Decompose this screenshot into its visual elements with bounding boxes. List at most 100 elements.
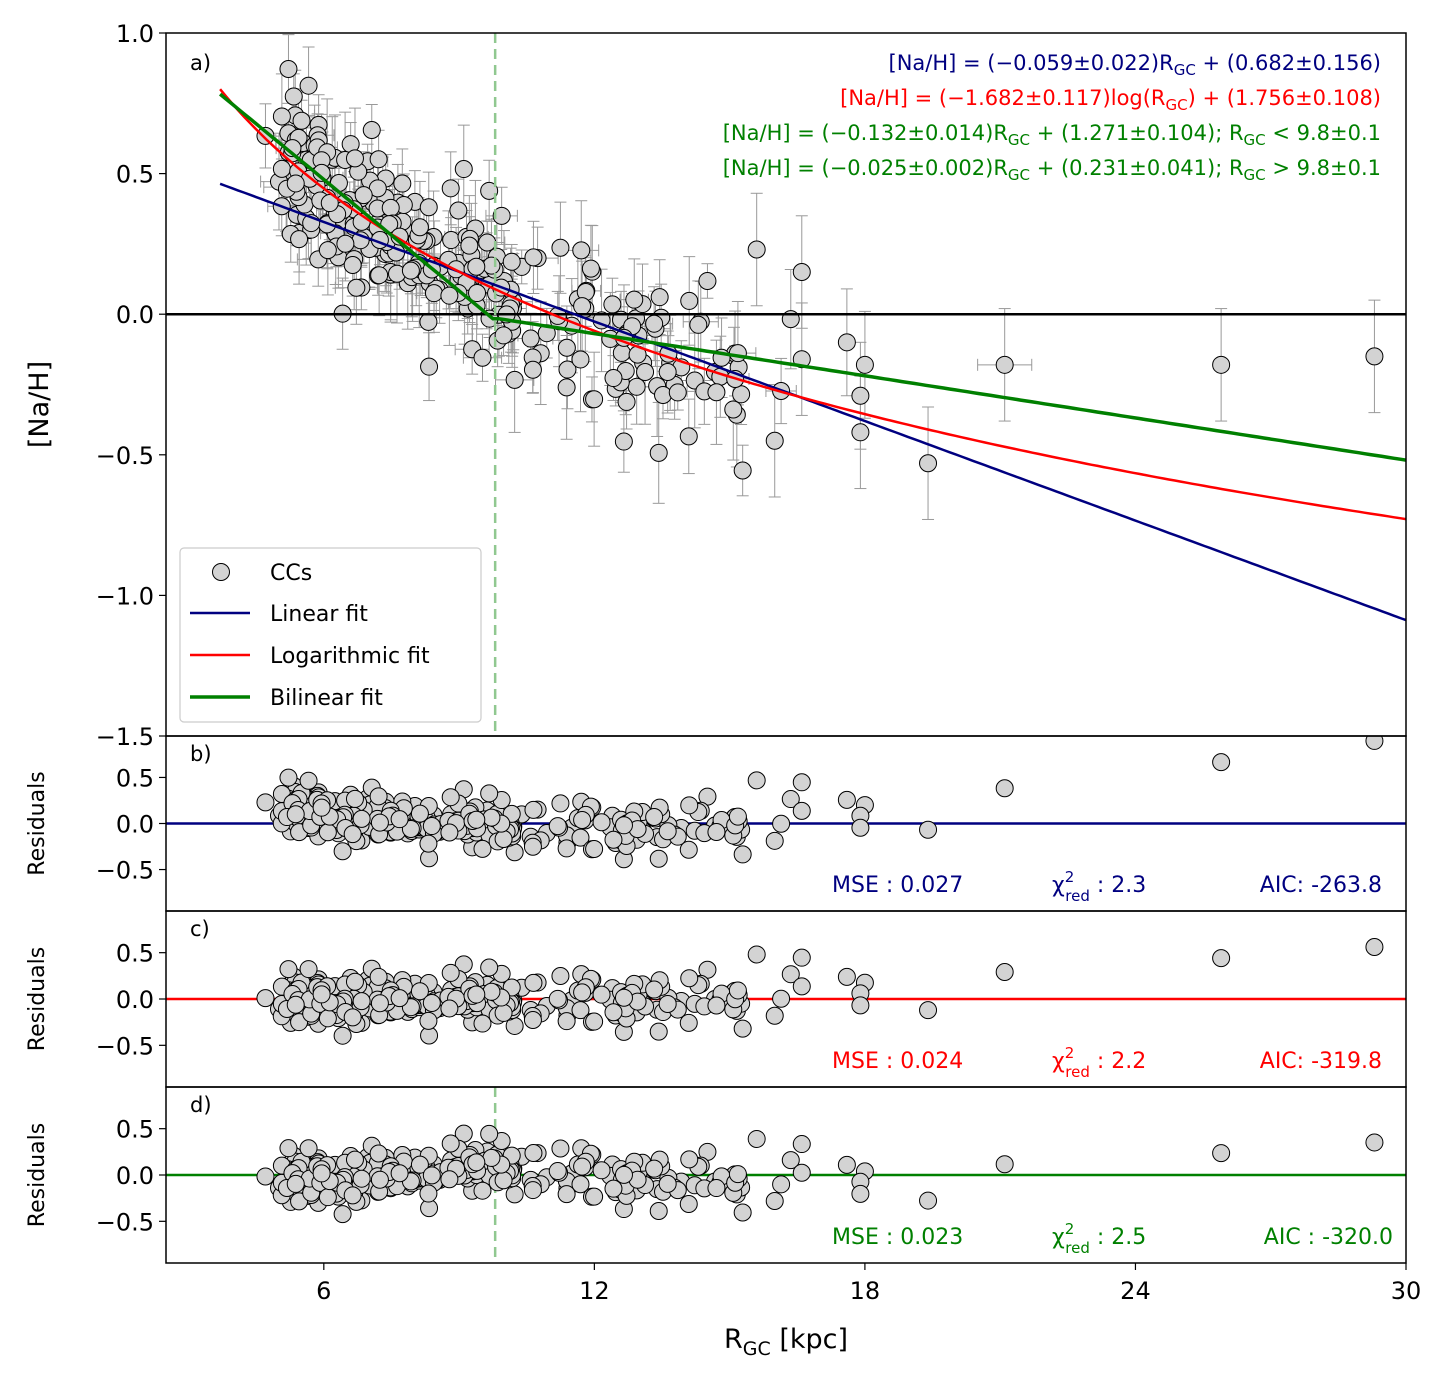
residual-point [614, 1165, 633, 1184]
aic-label: AIC : -320.0 [1264, 1225, 1393, 1250]
residual-point [573, 983, 592, 1002]
data-point [627, 377, 646, 396]
data-point [747, 240, 766, 259]
residual-point [679, 840, 698, 859]
residual-point [585, 1187, 604, 1206]
data-point [728, 344, 747, 363]
x-tick-label: 24 [1120, 1277, 1151, 1305]
chi2-label: χ2 red : 2.2 [1052, 1044, 1146, 1081]
residual-point [523, 1010, 542, 1029]
panel-tag: c) [190, 917, 210, 941]
residual-point [333, 1205, 352, 1224]
y-tick-label: 0.0 [116, 301, 154, 329]
data-point [441, 179, 460, 198]
residual-point [733, 845, 752, 864]
residual-point [333, 842, 352, 861]
data-point [625, 290, 644, 309]
residual-point [995, 779, 1014, 798]
chi2-label: χ2 red : 2.3 [1052, 868, 1146, 905]
residual-point [728, 981, 747, 1000]
residual-point [482, 982, 501, 1001]
data-point [612, 343, 631, 362]
aic-label: AIC: -263.8 [1260, 873, 1382, 898]
residual-point [604, 830, 623, 849]
residual-point [419, 834, 438, 853]
residual-point [680, 969, 699, 988]
residual-point [592, 1161, 611, 1180]
residual-point [352, 1169, 371, 1188]
residual-point [524, 1144, 543, 1163]
residual-point [649, 1022, 668, 1041]
residual-point [707, 822, 726, 841]
residual-point [480, 958, 499, 977]
residual-point [473, 1014, 492, 1033]
y-tick-label: −1.0 [96, 582, 154, 610]
residual-point [792, 801, 811, 820]
residual-point [369, 787, 388, 806]
residual-point [494, 829, 513, 848]
data-point [523, 360, 542, 379]
legend: CCs Linear fit Logarithmic fit Bilinear fit [179, 547, 482, 723]
residual-point [312, 798, 331, 817]
residual-point [343, 1008, 362, 1027]
residual-point [441, 788, 460, 807]
y-tick-label: 0.5 [116, 940, 154, 968]
data-point [381, 198, 400, 217]
residual-point [919, 1191, 938, 1210]
data-point [393, 174, 412, 193]
data-point [449, 201, 468, 220]
residual-point [299, 960, 318, 979]
residual-point [571, 1175, 590, 1194]
data-point [460, 236, 479, 255]
residual-point [551, 967, 570, 986]
residual-point [422, 1166, 441, 1185]
residual-point [585, 839, 604, 858]
residual-point [524, 800, 543, 819]
y-axis-label: [Na/H] [24, 361, 55, 448]
residual-point [480, 784, 499, 803]
data-point [658, 363, 677, 382]
residual-point [851, 1184, 870, 1203]
residual-point [352, 992, 371, 1011]
data-point [401, 261, 420, 280]
y-tick-label: 0.5 [116, 161, 154, 189]
data-point [299, 76, 318, 95]
residual-point [440, 999, 459, 1018]
data-point [272, 159, 291, 178]
data-point [855, 355, 874, 374]
residual-point [679, 1013, 698, 1032]
data-point [473, 348, 492, 367]
panel-tag: d) [190, 1093, 212, 1117]
data-point [573, 297, 592, 316]
residual-point [390, 989, 409, 1008]
y-axis-label: Residuals [25, 771, 50, 875]
data-point [732, 385, 751, 404]
data-point [557, 378, 576, 397]
residual-point [733, 1019, 752, 1038]
data-point [649, 443, 668, 462]
data-point [502, 252, 521, 271]
x-tick-label: 18 [850, 1277, 881, 1305]
residual-point [551, 794, 570, 813]
legend-box [179, 547, 482, 723]
data-point [354, 186, 373, 205]
residual-point [837, 790, 856, 809]
residual-point [995, 963, 1014, 982]
residual-plot-area [166, 736, 1406, 869]
residual-point [645, 1159, 664, 1178]
residual-point [345, 789, 364, 808]
residual-point [557, 839, 576, 858]
data-point [636, 363, 655, 382]
data-point [585, 390, 604, 409]
data-point [256, 126, 275, 145]
residual-point [312, 985, 331, 1004]
residual-point [318, 823, 337, 842]
data-point [572, 241, 591, 260]
residual-point [422, 817, 441, 836]
residual-point [837, 967, 856, 986]
y-tick-label: 1.0 [116, 20, 154, 48]
panel-tag: b) [190, 742, 212, 766]
residual-point [524, 973, 543, 992]
data-point [290, 230, 309, 249]
residual-point [551, 1139, 570, 1158]
